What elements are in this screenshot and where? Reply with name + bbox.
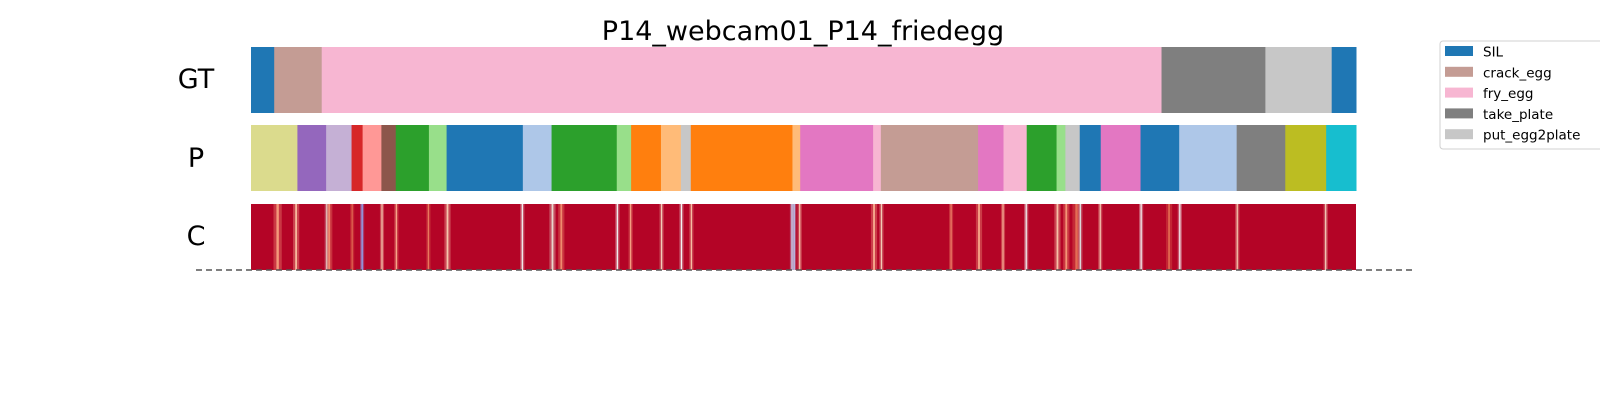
p-segment-0 <box>251 125 298 191</box>
c-streak-0 <box>276 204 279 270</box>
legend-swatch-3 <box>1445 108 1473 119</box>
p-segment-9 <box>522 125 553 191</box>
p-segment-19 <box>880 125 979 191</box>
p-segment-12 <box>631 125 662 191</box>
legend-label-0: SIL <box>1483 45 1504 61</box>
p-segment-6 <box>395 125 430 191</box>
c-streak-13 <box>616 204 618 270</box>
c-streak-12 <box>560 204 563 270</box>
c-streak-32 <box>1140 204 1142 270</box>
c-streak-2 <box>326 204 328 270</box>
c-streak-29 <box>1075 204 1078 270</box>
p-segment-3 <box>351 125 364 191</box>
c-streak-33 <box>1168 204 1170 270</box>
legend-label-4: put_egg2plate <box>1483 128 1580 144</box>
gt-segment-5 <box>1331 47 1357 113</box>
p-segment-4 <box>362 125 382 191</box>
c-streak-20 <box>799 204 801 270</box>
c-streak-4 <box>351 204 353 270</box>
gt-segment-2 <box>321 47 1163 113</box>
legend-swatch-2 <box>1445 87 1473 98</box>
c-streak-21 <box>873 204 875 270</box>
p-segment-31 <box>1326 125 1357 191</box>
c-streak-25 <box>1002 204 1004 270</box>
c-streak-22 <box>880 204 883 270</box>
c-streak-3 <box>328 204 331 270</box>
p-segment-26 <box>1100 125 1142 191</box>
c-streak-10 <box>521 204 523 270</box>
c-streak-16 <box>680 204 683 270</box>
c-streak-1 <box>295 204 298 270</box>
p-segment-10 <box>551 125 618 191</box>
c-streak-34 <box>1179 204 1181 270</box>
c-streak-26 <box>1025 204 1027 270</box>
p-segment-17 <box>800 125 874 191</box>
legend-label-2: fry_egg <box>1483 86 1534 102</box>
p-segment-28 <box>1179 125 1238 191</box>
c-streak-14 <box>630 204 632 270</box>
chart-title: P14_webcam01_P14_friedegg <box>602 16 1004 47</box>
p-segment-5 <box>381 125 397 191</box>
c-streak-7 <box>395 204 397 270</box>
legend-swatch-0 <box>1445 46 1473 56</box>
c-row <box>251 204 1356 270</box>
p-segment-2 <box>326 125 353 191</box>
legend-label-3: take_plate <box>1483 107 1553 123</box>
c-streak-18 <box>791 204 793 270</box>
legend-label-1: crack_egg <box>1483 65 1552 81</box>
p-segment-23 <box>1056 125 1066 191</box>
p-segment-21 <box>1003 125 1028 191</box>
gt-segment-3 <box>1161 47 1266 113</box>
p-segment-24 <box>1065 125 1081 191</box>
p-segment-30 <box>1285 125 1327 191</box>
p-segment-14 <box>680 125 692 191</box>
p-segment-29 <box>1236 125 1286 191</box>
c-streak-28 <box>1065 204 1068 270</box>
c-streak-27 <box>1056 204 1059 270</box>
legend-frame <box>1439 40 1600 150</box>
legend-swatch-1 <box>1445 66 1473 77</box>
gt-row <box>251 47 1357 113</box>
p-segment-22 <box>1026 125 1058 191</box>
p-segment-15 <box>690 125 793 191</box>
p-segment-13 <box>660 125 682 191</box>
p-segment-20 <box>978 125 1005 191</box>
c-streak-11 <box>551 204 554 270</box>
c-streak-24 <box>978 204 980 270</box>
p-segment-27 <box>1140 125 1180 191</box>
c-streak-31 <box>1099 204 1101 270</box>
c-streak-6 <box>381 204 383 270</box>
c-streak-9 <box>446 204 449 270</box>
legend-swatch-4 <box>1445 129 1473 140</box>
c-streak-8 <box>427 204 430 270</box>
gt-segment-0 <box>251 47 275 113</box>
c-band <box>251 204 1356 270</box>
row-label-p: P <box>188 143 204 174</box>
c-streak-35 <box>1236 204 1238 270</box>
row-label-gt: GT <box>178 64 215 95</box>
c-streak-30 <box>1079 204 1081 270</box>
c-streak-36 <box>1325 204 1327 270</box>
p-segment-7 <box>428 125 448 191</box>
c-streak-19 <box>793 204 795 270</box>
c-streak-23 <box>950 204 952 270</box>
p-segment-8 <box>446 125 524 191</box>
p-segment-1 <box>297 125 327 191</box>
legend: SIL crack_egg fry_egg take_plate put_egg2pla… <box>1439 40 1600 150</box>
p-segment-16 <box>792 125 801 191</box>
row-label-c: C <box>187 221 206 252</box>
c-streak-15 <box>660 204 663 270</box>
p-segment-25 <box>1079 125 1102 191</box>
c-streak-5 <box>361 204 363 270</box>
c-streak-17 <box>690 204 693 270</box>
gt-segment-4 <box>1265 47 1333 113</box>
p-row <box>251 125 1357 191</box>
p-segment-18 <box>873 125 882 191</box>
p-segment-11 <box>616 125 632 191</box>
gt-segment-1 <box>274 47 323 113</box>
